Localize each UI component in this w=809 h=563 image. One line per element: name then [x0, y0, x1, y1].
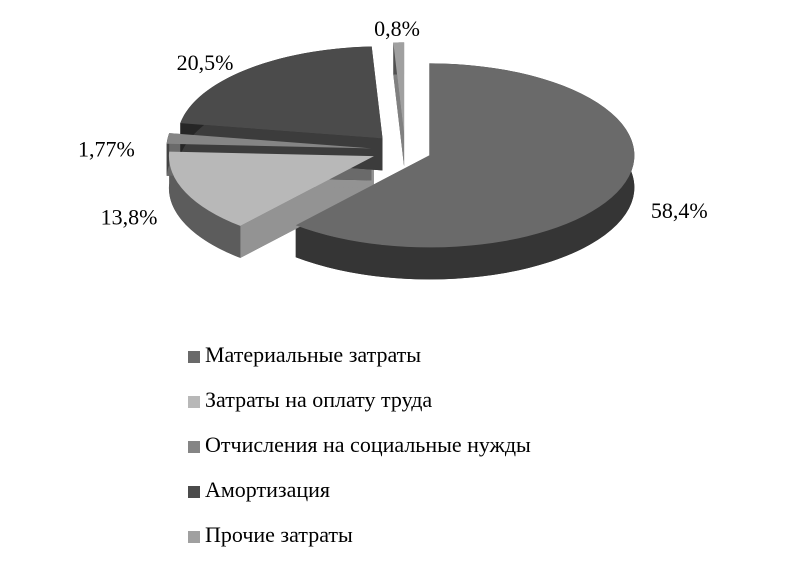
data-label: 13,8% [101, 204, 158, 229]
legend-swatch [188, 396, 200, 408]
legend-label: Амортизация [205, 477, 330, 502]
data-label: 0,8% [374, 16, 420, 41]
legend-swatch [188, 531, 200, 543]
legend-label: Материальные затраты [205, 342, 421, 367]
data-label: 20,5% [177, 50, 234, 75]
pie-slice [168, 151, 374, 226]
slice-wall [168, 151, 241, 258]
slice-wall [295, 63, 635, 280]
legend-label: Затраты на оплату труда [205, 387, 432, 412]
data-label: 58,4% [651, 198, 708, 223]
pie-slice [295, 63, 635, 248]
data-label: 1,77% [78, 137, 135, 162]
pie-slice [180, 46, 383, 139]
pie-slice [166, 133, 372, 149]
legend-label: Отчисления на социальные нужды [205, 432, 531, 457]
legend-swatch [188, 486, 200, 498]
legend-swatch [188, 351, 200, 363]
pie-tops [166, 42, 635, 248]
legend-swatch [188, 441, 200, 453]
pie-slice [393, 42, 405, 135]
legend-label: Прочие затраты [205, 522, 353, 547]
